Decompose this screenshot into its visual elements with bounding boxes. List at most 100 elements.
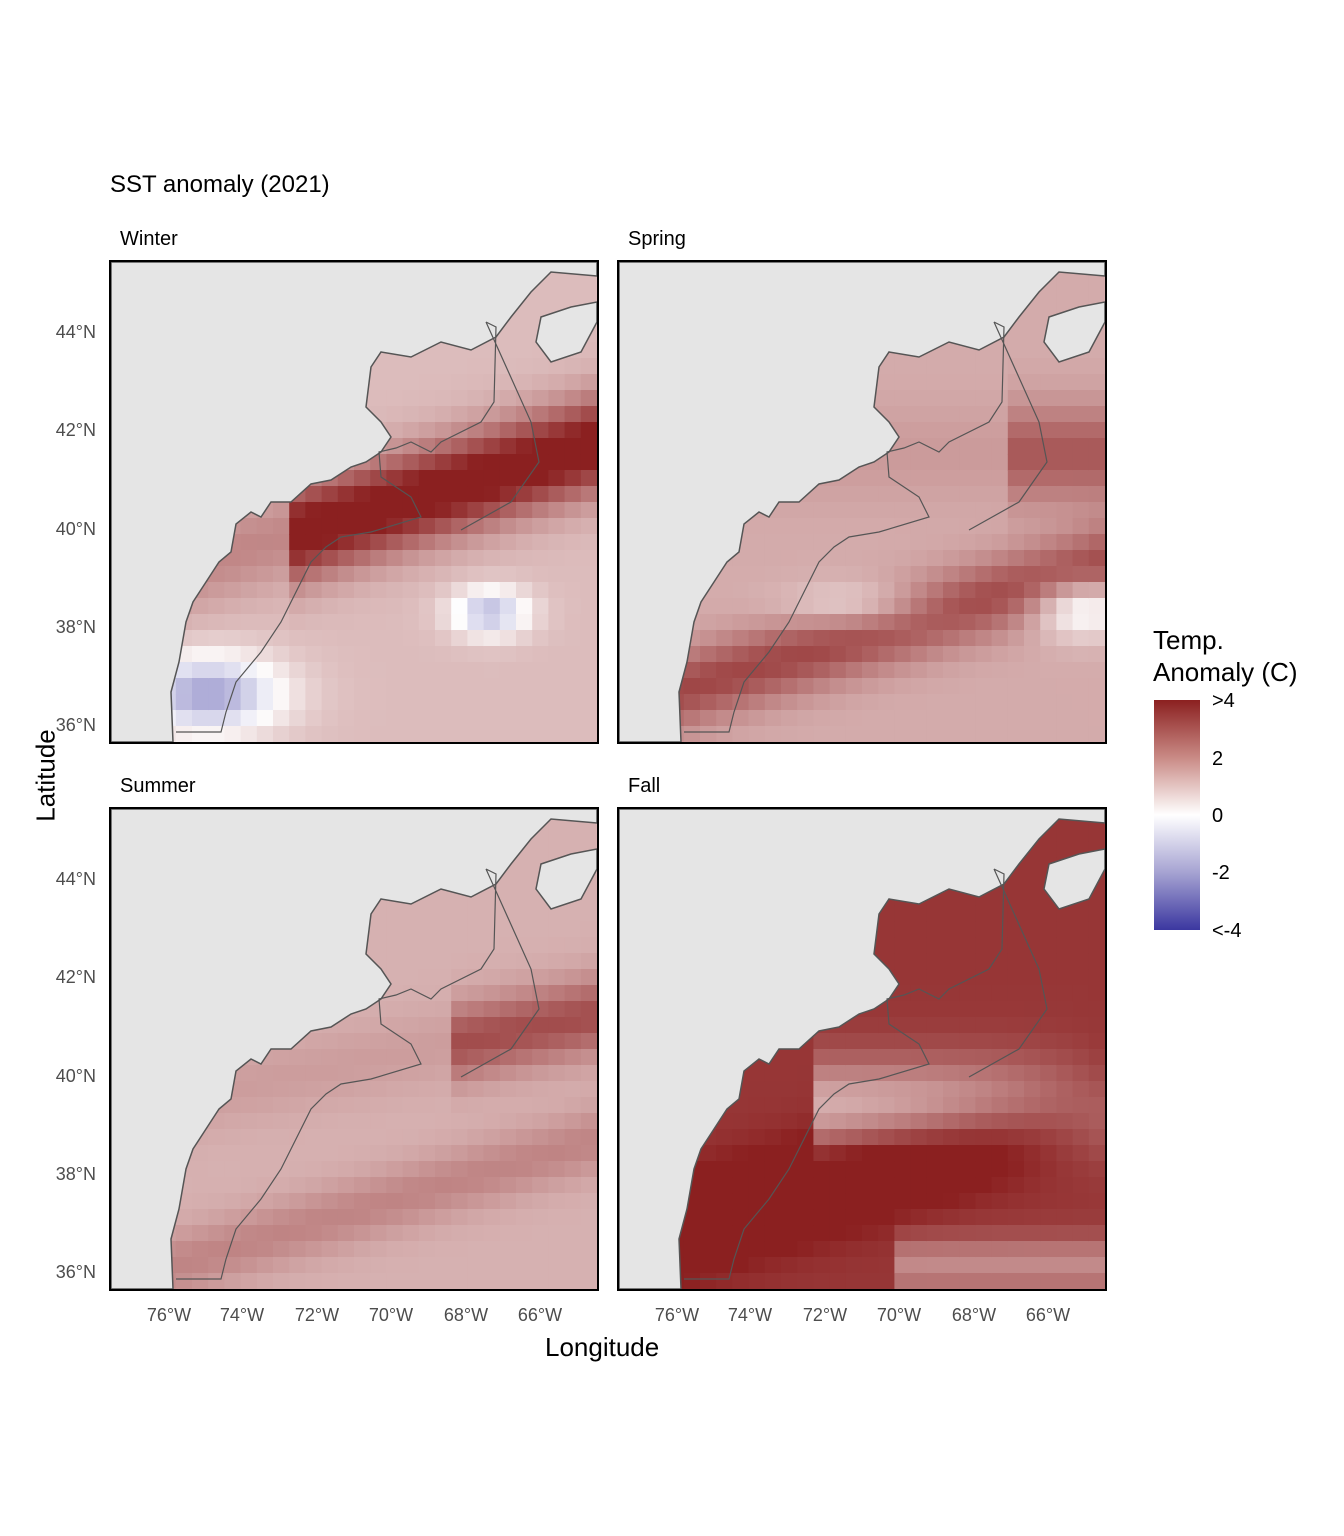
anomaly-cell — [354, 502, 371, 519]
anomaly-cell — [548, 422, 566, 439]
anomaly-cell — [959, 358, 976, 375]
anomaly-cell — [894, 422, 912, 439]
anomaly-cell — [451, 710, 468, 727]
anomaly-cell — [943, 390, 960, 407]
anomaly-cell — [862, 646, 879, 663]
anomaly-cell — [451, 454, 468, 471]
anomaly-cell — [764, 1065, 782, 1082]
anomaly-cell — [321, 726, 339, 742]
anomaly-cell — [532, 1081, 549, 1098]
anomaly-cell — [208, 726, 225, 742]
anomaly-cell — [943, 694, 960, 711]
anomaly-cell — [862, 598, 879, 615]
anomaly-cell — [959, 598, 976, 615]
anomaly-cell — [240, 1273, 258, 1289]
anomaly-cell — [386, 630, 404, 647]
anomaly-cell — [418, 1081, 436, 1098]
anomaly-cell — [862, 582, 879, 599]
anomaly-cell — [926, 1097, 944, 1114]
anomaly-cell — [532, 598, 549, 615]
anomaly-cell — [435, 342, 452, 359]
anomaly-cell — [1007, 406, 1025, 423]
anomaly-cell — [1088, 454, 1105, 471]
anomaly-cell — [975, 1177, 993, 1194]
anomaly-cell — [240, 1113, 258, 1130]
anomaly-cell — [926, 598, 944, 615]
anomaly-cell — [1072, 905, 1090, 922]
anomaly-cell — [1040, 1129, 1057, 1146]
anomaly-cell — [1072, 582, 1090, 599]
anomaly-cell — [1040, 1017, 1057, 1034]
anomaly-cell — [483, 1065, 501, 1082]
anomaly-cell — [273, 1129, 290, 1146]
anomaly-cell — [862, 1257, 879, 1274]
anomaly-cell — [829, 534, 847, 551]
anomaly-cell — [732, 1161, 750, 1178]
anomaly-cell — [878, 1273, 895, 1289]
anomaly-cell — [797, 566, 814, 583]
anomaly-cell — [1024, 614, 1041, 631]
legend-tick-min: <-4 — [1212, 920, 1242, 942]
anomaly-cell — [451, 1129, 468, 1146]
anomaly-cell — [289, 582, 306, 599]
anomaly-cell — [532, 1049, 549, 1066]
anomaly-cell — [192, 662, 209, 679]
anomaly-cell — [991, 921, 1009, 938]
anomaly-cell — [797, 678, 814, 695]
anomaly-cell — [1088, 438, 1105, 455]
anomaly-cell — [516, 1033, 533, 1050]
anomaly-cell — [1088, 953, 1105, 970]
anomaly-cell — [337, 550, 355, 567]
anomaly-cell — [829, 598, 847, 615]
anomaly-cell — [1024, 1033, 1041, 1050]
anomaly-cell — [959, 1145, 976, 1162]
anomaly-cell — [499, 582, 517, 599]
anomaly-cell — [1024, 470, 1041, 487]
anomaly-cell — [1088, 582, 1105, 599]
anomaly-cell — [878, 470, 895, 487]
land-mass — [619, 809, 1105, 1289]
anomaly-cell — [483, 662, 501, 679]
anomaly-cell — [483, 438, 501, 455]
anomaly-cell — [845, 1049, 863, 1066]
anomaly-cell — [878, 534, 895, 551]
anomaly-cell — [386, 374, 404, 391]
anomaly-cell — [451, 486, 468, 503]
anomaly-cell — [1056, 422, 1074, 439]
anomaly-cell — [532, 937, 549, 954]
anomaly-cell — [862, 1113, 879, 1130]
anomaly-cell — [1056, 518, 1074, 535]
anomaly-cell — [991, 550, 1009, 567]
anomaly-cell — [354, 566, 371, 583]
anomaly-cell — [240, 1241, 258, 1258]
anomaly-cell — [845, 550, 863, 567]
anomaly-cell — [483, 937, 501, 954]
anomaly-cell — [435, 1225, 452, 1242]
anomaly-cell — [1024, 873, 1041, 890]
anomaly-cell — [321, 1049, 339, 1066]
anomaly-cell — [1088, 1033, 1105, 1050]
anomaly-cell — [878, 1225, 895, 1242]
anomaly-cell — [451, 678, 468, 695]
anomaly-cell — [273, 518, 290, 535]
anomaly-cell — [1072, 921, 1090, 938]
anomaly-cell — [451, 406, 468, 423]
anomaly-cell — [224, 1177, 242, 1194]
anomaly-cell — [959, 614, 976, 631]
xtick-right-72: 72°W — [802, 1305, 848, 1325]
anomaly-cell — [499, 1273, 517, 1289]
anomaly-cell — [532, 502, 549, 519]
anomaly-cell — [797, 518, 814, 535]
anomaly-cell — [402, 1065, 420, 1082]
anomaly-cell — [580, 1081, 597, 1098]
anomaly-cell — [240, 694, 258, 711]
anomaly-cell — [991, 1241, 1009, 1258]
anomaly-cell — [894, 710, 912, 727]
anomaly-cell — [700, 1209, 717, 1226]
anomaly-cell — [435, 1241, 452, 1258]
anomaly-cell — [716, 1257, 733, 1274]
anomaly-cell — [959, 710, 976, 727]
anomaly-cell — [467, 1081, 485, 1098]
anomaly-cell — [943, 358, 960, 375]
anomaly-cell — [354, 1161, 371, 1178]
